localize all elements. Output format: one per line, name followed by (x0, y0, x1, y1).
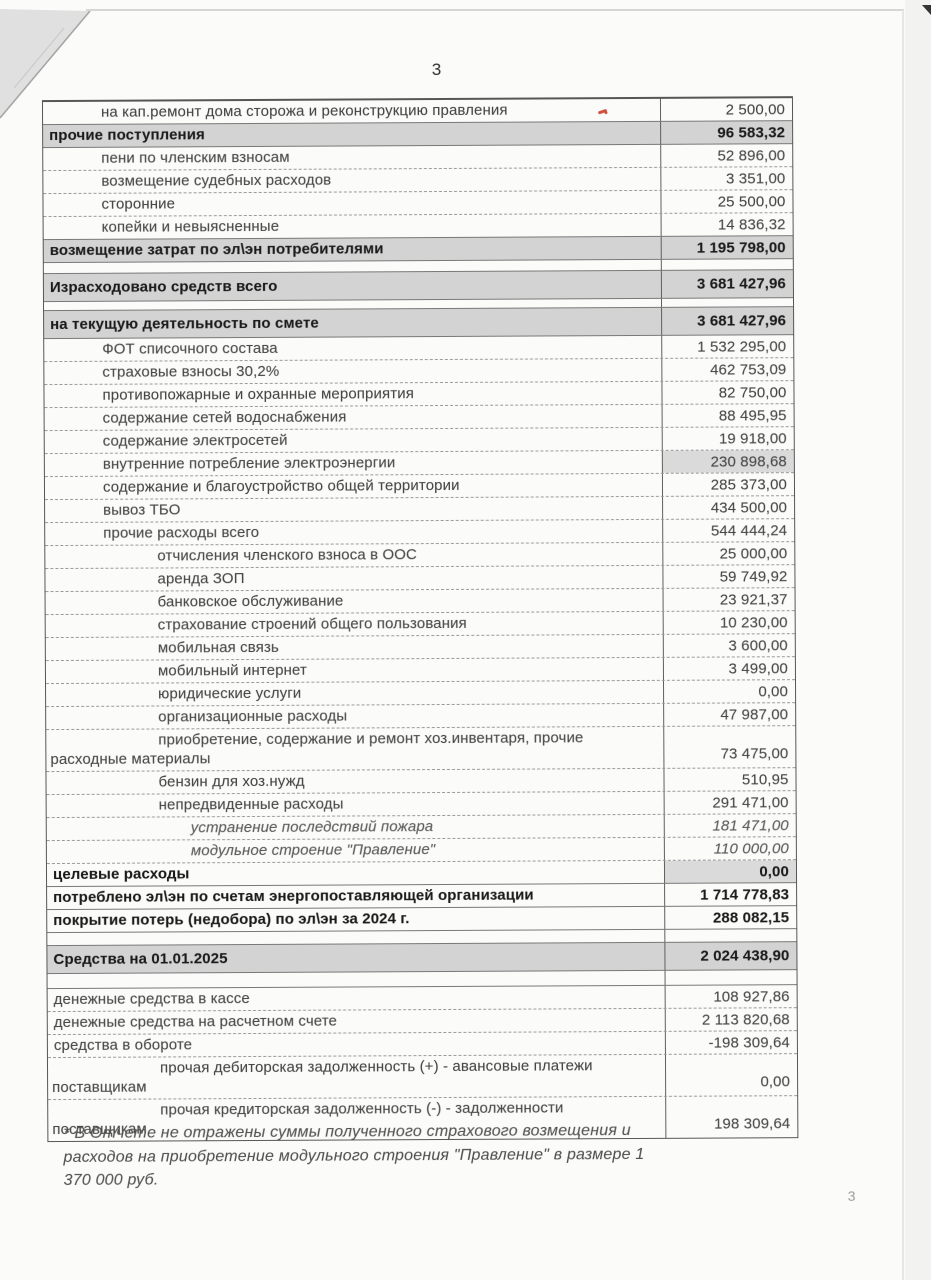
row-label: денежные средства на расчетном счете (53, 1012, 338, 1032)
row-value: 285 373,00 (661, 473, 795, 496)
row-label: бензин для хоз.нужд (158, 772, 305, 791)
footnote: * В Отчете не отражены суммы полученного… (63, 1122, 645, 1189)
paper-right-edge (902, 10, 904, 1280)
row-label: возмещение судебных расходов (101, 171, 332, 190)
row-label: содержание и благоустройство общей терри… (102, 476, 460, 496)
table-row: на текущую деятельность по смете 3 681 4… (44, 307, 794, 340)
row-value: 3 499,00 (662, 657, 795, 680)
row-value: 434 500,00 (662, 496, 795, 519)
row-value: 3 681 427,96 (660, 270, 793, 298)
row-value: 1 532 295,00 (661, 335, 794, 358)
row-value: 3 351,00 (660, 167, 793, 190)
row-value: 14 836,32 (660, 213, 793, 236)
row-label: возмещение затрат по эл\эн потребителями (49, 240, 384, 260)
row-value: 25 500,00 (660, 190, 793, 213)
row-value: 2 500,00 (659, 98, 793, 121)
row-label: Израсходовано средств всего (49, 277, 278, 296)
row-label: ФОТ списочного состава (102, 339, 278, 358)
row-label: содержание электросетей (102, 431, 288, 450)
page-number-top: 3 (431, 60, 442, 80)
scanner-margin-right (905, 0, 931, 1280)
row-value: 3 681 427,96 (661, 307, 794, 335)
row-label: прочая дебиторская задолженность (+) - а… (52, 1057, 593, 1097)
row-label: Средства на 01.01.2025 (53, 949, 228, 968)
row-value: 10 230,00 (662, 611, 795, 634)
table-row: приобретение, содержание и ремонт хоз.ин… (46, 726, 796, 773)
row-value: 88 495,95 (661, 404, 794, 427)
row-value: 1 714 778,83 (664, 883, 797, 906)
row-value: 291 471,00 (663, 791, 796, 814)
row-value: 47 987,00 (663, 703, 796, 726)
row-value: 0,00 (662, 680, 796, 703)
row-label: мобильная связь (157, 638, 279, 657)
row-value: 23 921,37 (662, 588, 795, 611)
row-value: -198 309,64 (664, 1031, 797, 1054)
row-value: 19 918,00 (661, 427, 794, 450)
page-number-bottom: 3 (847, 1187, 856, 1204)
row-label: мобильный интернет (157, 661, 307, 680)
scan-mark-top-right (922, 5, 931, 15)
row-value: 230 898,68 (661, 450, 794, 473)
row-label: денежные средства в кассе (53, 990, 250, 1009)
row-label: страховые взносы 30,2% (102, 362, 280, 381)
row-value: 510,95 (663, 768, 796, 791)
row-label: прочие поступления (49, 126, 205, 145)
row-label: банковское обслуживание (157, 592, 344, 611)
report-table: на кап.ремонт дома сторожа и реконструкц… (41, 96, 799, 1143)
row-value: 0,00 (664, 1054, 798, 1096)
paper-top-edge (86, 9, 904, 11)
row-value: 181 471,00 (663, 814, 796, 837)
row-value: 2 024 438,90 (664, 942, 797, 970)
row-value: 108 927,86 (664, 985, 797, 1008)
row-label: на текущую деятельность по смете (50, 314, 319, 333)
row-label: устранение последствий пожара (190, 818, 434, 837)
row-value: 25 000,00 (662, 542, 795, 565)
row-label: пени по членским взносам (101, 148, 290, 167)
row-value: 0,00 (663, 860, 797, 883)
row-label: приобретение, содержание и ремонт хоз.ин… (50, 729, 584, 769)
table-row: прочая дебиторская задолженность (+) - а… (47, 1054, 798, 1101)
row-label: внутренние потребление электроэнергии (102, 454, 396, 473)
row-value: 59 749,92 (662, 565, 795, 588)
row-label: юридические услуги (158, 684, 302, 703)
row-label: копейки и невыясненные (101, 217, 280, 236)
row-value: 73 475,00 (663, 726, 796, 768)
row-label: противопожарные и охранные мероприятия (102, 385, 415, 404)
scan-corner-fold (0, 9, 91, 119)
row-value: 82 750,00 (661, 381, 794, 404)
row-value: 52 896,00 (660, 144, 793, 167)
row-label: прочие расходы всего (103, 523, 260, 542)
row-label: непредвиденные расходы (158, 795, 344, 814)
row-value: 96 583,32 (660, 121, 793, 144)
row-label: сторонние (101, 195, 176, 213)
row-label: содержание сетей водоснабжения (102, 408, 347, 427)
table-row: Израсходовано средств всего 3 681 427,96 (43, 270, 793, 303)
row-value: 462 753,09 (661, 358, 794, 381)
row-label: модульное строение "Правление" (190, 841, 436, 860)
row-label: покрытие потерь (недобора) по эл\эн за 2… (53, 910, 410, 930)
row-label: отчисления членского взноса в ООС (157, 546, 418, 565)
row-value: 288 082,15 (664, 906, 797, 929)
row-value: 544 444,24 (662, 519, 795, 542)
table-row: Средства на 01.01.2025 2 024 438,90 (47, 942, 797, 975)
row-label: организационные расходы (158, 707, 348, 726)
row-label: средства в обороте (53, 1036, 193, 1055)
row-label: потреблено эл\эн по счетам энергопоставл… (53, 886, 534, 907)
row-label: на кап.ремонт дома сторожа и реконструкц… (100, 101, 508, 121)
row-value: 1 195 798,00 (660, 236, 793, 259)
row-label: целевые расходы (52, 865, 190, 884)
row-value: 2 113 820,68 (664, 1008, 797, 1031)
row-label: аренда ЗОП (157, 570, 245, 588)
row-value: 110 000,00 (663, 837, 796, 860)
row-label: вывоз ТБО (103, 501, 181, 519)
row-value: 3 600,00 (662, 634, 795, 657)
row-label: страхование строений общего пользования (157, 614, 467, 634)
row-value: 198 309,64 (665, 1096, 798, 1138)
